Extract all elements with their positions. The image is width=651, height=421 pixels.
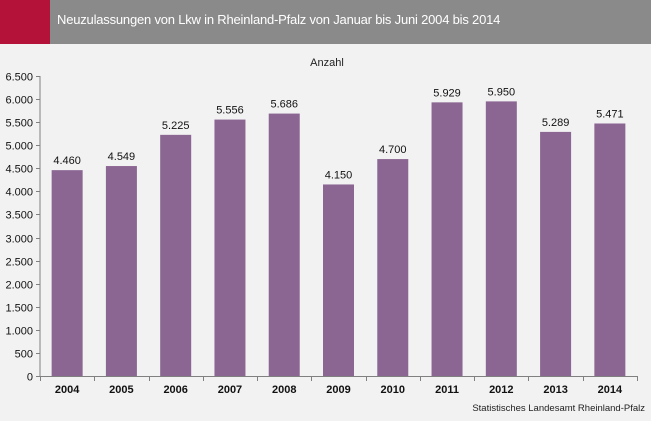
y-tick-label: 1.500 — [5, 303, 33, 315]
bar — [268, 113, 300, 377]
bar — [431, 102, 463, 376]
bar — [323, 184, 354, 376]
data-label: 4.549 — [108, 151, 136, 163]
chart-title: Neuzulassungen von Lkw in Rheinland-Pfal… — [57, 12, 501, 27]
y-tick-label: 6.000 — [5, 95, 33, 107]
x-tick-label: 2005 — [109, 384, 133, 396]
bar — [594, 123, 626, 376]
x-tick-label: 2011 — [435, 384, 459, 396]
x-tick-label: 2012 — [489, 384, 513, 396]
y-tick-label: 4.500 — [5, 164, 33, 176]
bar — [105, 166, 137, 376]
bar — [540, 131, 572, 376]
y-tick-label: 1.000 — [5, 326, 33, 338]
y-tick-label: 5.000 — [5, 141, 33, 153]
y-tick-label: 2.000 — [5, 280, 33, 292]
x-tick-label: 2014 — [598, 384, 623, 396]
header-accent — [0, 0, 50, 44]
data-label: 5.950 — [488, 86, 516, 98]
bar — [160, 134, 192, 376]
source-credit: Statistisches Landesamt Rheinland-Pfalz — [472, 403, 645, 414]
y-tick-label: 6.500 — [5, 72, 33, 84]
data-label: 5.471 — [596, 108, 624, 120]
header-bar: Neuzulassungen von Lkw in Rheinland-Pfal… — [0, 0, 651, 44]
y-tick-label: 5.500 — [5, 118, 33, 130]
x-tick-label: 2013 — [543, 384, 567, 396]
x-tick-label: 2009 — [326, 384, 350, 396]
data-label: 5.225 — [162, 120, 190, 132]
data-label: 5.929 — [433, 87, 461, 99]
x-tick-label: 2010 — [381, 384, 405, 396]
data-label: 5.556 — [216, 105, 244, 117]
y-tick-label: 500 — [15, 349, 33, 361]
y-tick-label: 3.500 — [5, 210, 33, 222]
y-tick-label: 4.000 — [5, 187, 33, 199]
x-tick-label: 2004 — [55, 384, 80, 396]
y-tick-label: 0 — [27, 372, 33, 384]
bar — [51, 170, 83, 376]
data-label: 5.686 — [270, 99, 298, 111]
data-label: 4.150 — [325, 169, 353, 181]
y-tick-label: 2.500 — [5, 257, 33, 269]
chart-subtitle: Anzahl — [310, 57, 344, 69]
x-tick-label: 2007 — [218, 384, 242, 396]
bar — [485, 101, 517, 376]
data-label: 5.289 — [542, 117, 570, 129]
y-tick-label: 3.000 — [5, 234, 33, 246]
x-tick-label: 2006 — [163, 384, 187, 396]
data-label: 4.460 — [53, 155, 81, 167]
data-label: 4.700 — [379, 144, 407, 156]
bar — [377, 159, 409, 376]
bar — [214, 119, 246, 377]
x-tick-label: 2008 — [272, 384, 296, 396]
